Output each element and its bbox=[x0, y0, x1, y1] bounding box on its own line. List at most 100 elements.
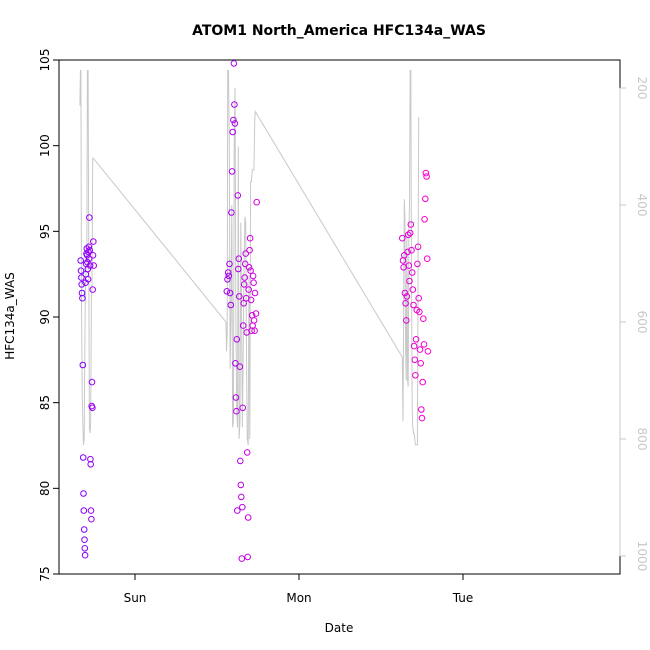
data-point bbox=[230, 116, 237, 124]
data-point bbox=[237, 481, 245, 489]
data-point bbox=[251, 327, 258, 335]
y2-tick-label: 200 bbox=[635, 77, 649, 100]
points-layer bbox=[77, 60, 432, 562]
data-point bbox=[407, 221, 415, 228]
data-point bbox=[236, 363, 244, 371]
y2-tick-label: 600 bbox=[635, 311, 649, 334]
y-tick-label: 95 bbox=[38, 224, 52, 239]
data-point bbox=[241, 274, 248, 281]
data-point bbox=[226, 289, 234, 297]
data-point bbox=[228, 168, 236, 175]
axes-layer: 75 80 85 90 95 100 105 Sun Mon Tue 200 400 600 800 100… bbox=[38, 49, 649, 605]
data-point bbox=[401, 289, 409, 297]
data-point bbox=[414, 243, 422, 251]
data-point bbox=[404, 231, 412, 239]
data-point bbox=[80, 490, 87, 497]
data-point bbox=[235, 255, 243, 263]
data-point bbox=[251, 289, 259, 297]
data-point bbox=[250, 317, 258, 324]
data-point bbox=[401, 252, 408, 259]
data-point bbox=[226, 260, 233, 268]
data-point bbox=[243, 449, 251, 456]
data-point bbox=[80, 507, 88, 514]
data-point bbox=[223, 288, 231, 295]
data-point bbox=[424, 348, 432, 355]
x-tick-label: Tue bbox=[452, 591, 474, 605]
data-point bbox=[238, 493, 245, 501]
y-tick-label: 105 bbox=[38, 49, 52, 72]
data-point bbox=[232, 360, 239, 367]
data-point bbox=[78, 274, 85, 281]
data-point bbox=[406, 229, 414, 237]
data-point bbox=[224, 269, 232, 276]
data-point bbox=[412, 336, 420, 343]
data-point bbox=[84, 276, 92, 283]
data-point bbox=[85, 255, 93, 263]
data-point bbox=[234, 192, 242, 199]
data-point bbox=[244, 553, 251, 561]
data-point bbox=[224, 276, 231, 283]
data-point bbox=[79, 454, 87, 461]
data-point bbox=[250, 279, 257, 287]
data-point bbox=[420, 341, 428, 348]
data-point bbox=[423, 255, 431, 263]
data-point bbox=[79, 361, 87, 369]
data-point bbox=[89, 252, 97, 259]
plot-frame bbox=[58, 59, 621, 575]
data-point bbox=[422, 169, 430, 177]
data-point bbox=[81, 545, 89, 552]
data-point bbox=[410, 342, 418, 350]
data-point bbox=[81, 536, 88, 544]
data-point bbox=[87, 461, 94, 468]
data-point bbox=[419, 378, 427, 386]
data-point bbox=[411, 356, 419, 364]
data-point bbox=[253, 198, 261, 206]
data-point bbox=[230, 60, 238, 67]
data-point bbox=[88, 515, 95, 523]
data-point bbox=[86, 262, 94, 269]
x-tick-label: Mon bbox=[286, 591, 311, 605]
y2-tick-label: 800 bbox=[635, 428, 649, 451]
data-point bbox=[87, 507, 95, 514]
data-point bbox=[78, 281, 85, 288]
data-point bbox=[249, 272, 257, 280]
data-point bbox=[403, 293, 411, 300]
y-tick-label: 80 bbox=[38, 481, 52, 496]
chart-title: ATOM1 North_America HFC134a_WAS bbox=[192, 23, 486, 39]
data-point bbox=[247, 267, 254, 275]
data-point bbox=[231, 101, 238, 108]
data-point bbox=[86, 214, 93, 221]
data-point bbox=[408, 246, 415, 254]
data-point bbox=[89, 286, 96, 293]
data-point bbox=[77, 267, 85, 275]
data-point bbox=[403, 317, 410, 324]
secondary-line-path bbox=[79, 70, 420, 446]
data-point bbox=[89, 404, 96, 412]
y-tick-label: 85 bbox=[38, 395, 52, 410]
data-point bbox=[416, 308, 423, 316]
data-point bbox=[233, 407, 240, 415]
data-point bbox=[409, 286, 417, 293]
y-tick-label: 100 bbox=[38, 134, 52, 157]
data-point bbox=[227, 301, 235, 309]
data-point bbox=[246, 234, 254, 242]
data-point bbox=[399, 234, 406, 242]
data-point bbox=[238, 555, 246, 562]
data-point bbox=[231, 120, 239, 127]
data-point bbox=[247, 296, 255, 304]
data-point bbox=[237, 457, 244, 465]
data-point bbox=[88, 378, 96, 386]
data-point bbox=[239, 404, 246, 412]
data-point bbox=[225, 272, 233, 280]
data-point bbox=[416, 346, 424, 353]
data-point bbox=[405, 262, 413, 269]
data-point bbox=[423, 173, 430, 180]
data-point bbox=[239, 322, 247, 329]
data-point bbox=[240, 300, 247, 307]
data-point bbox=[236, 293, 243, 300]
y-tick-label: 90 bbox=[38, 309, 52, 324]
data-point bbox=[406, 277, 413, 285]
y2-tick-label: 400 bbox=[635, 194, 649, 217]
data-point bbox=[80, 526, 88, 533]
